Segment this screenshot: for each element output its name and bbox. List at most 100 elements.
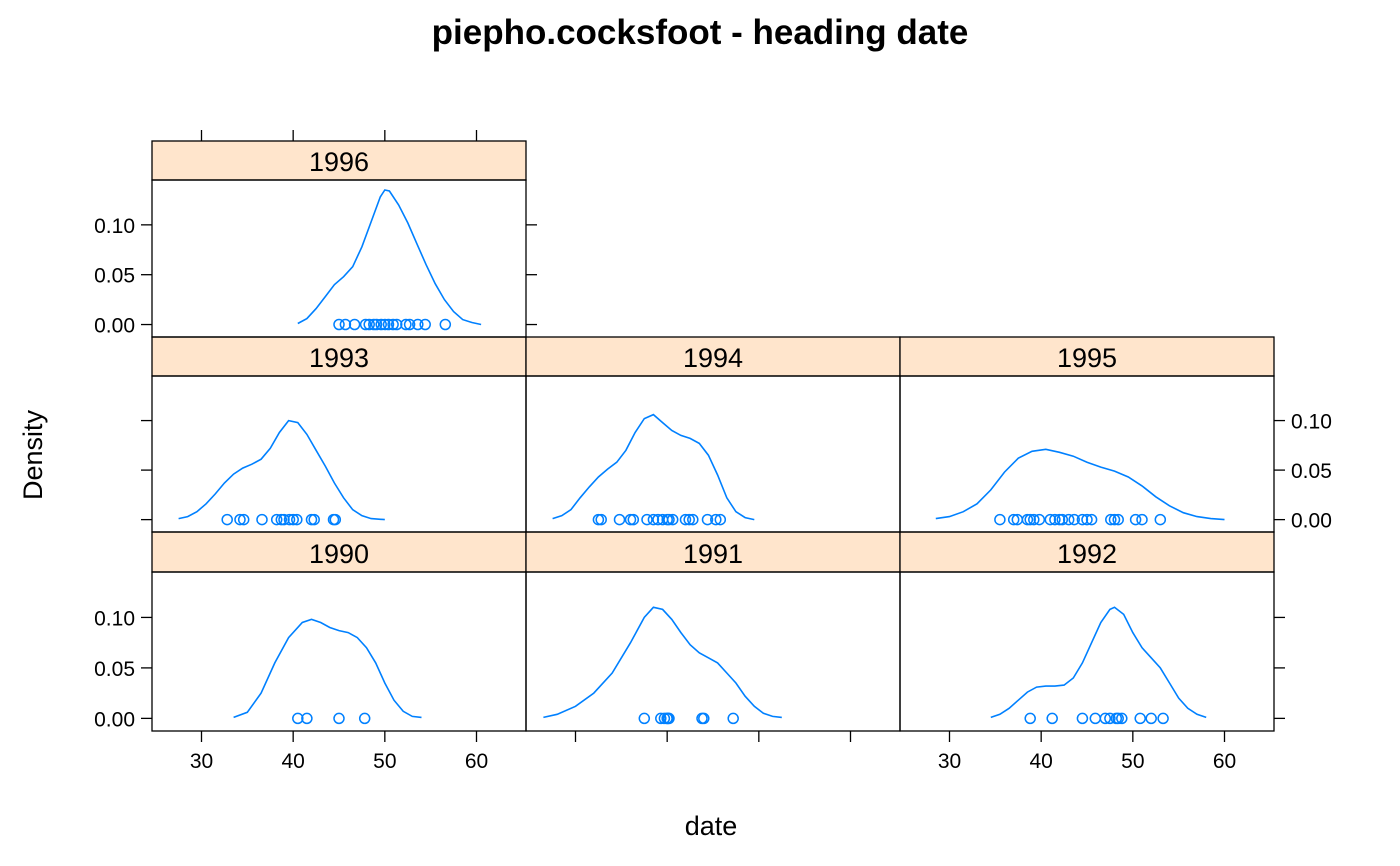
chart-title: piepho.cocksfoot - heading date: [432, 13, 969, 52]
strip-label-1991: 1991: [683, 539, 743, 569]
y-tick-label-r2-0: 0.00: [94, 315, 135, 338]
data-point-1993-8: [287, 513, 299, 526]
panel-1996: 1996: [151, 140, 527, 338]
x-tick-label-c2-40: 40: [1029, 750, 1052, 773]
x-tick-label-c0-40: 40: [281, 750, 304, 773]
y-tick-label-r1-0.1: 0.10: [1291, 411, 1332, 434]
density-curve-1995: [935, 448, 1225, 521]
data-point-1992-5: [1104, 712, 1116, 725]
y-tick-label-r0-0.05: 0.05: [94, 658, 135, 681]
data-point-1992-9: [1134, 712, 1146, 725]
strip-label-1995: 1995: [1057, 343, 1117, 373]
data-point-1995-11: [1062, 513, 1075, 526]
data-point-1993-2: [237, 513, 250, 526]
strip-1996: [151, 140, 527, 181]
data-point-1995-8: [1049, 513, 1061, 526]
data-point-1995-0: [994, 513, 1006, 526]
data-point-1995-15: [1085, 513, 1098, 526]
plot-area-1994: [525, 375, 901, 533]
axes: 30 40 50 60 30 40 50 60 0.00 0.05 0.10 0.00 0.05 0.10…: [94, 130, 1332, 773]
data-point-1992-10: [1145, 712, 1157, 725]
data-point-1991-9: [727, 712, 739, 725]
data-point-1993-13: [329, 513, 342, 526]
density-curve-1990: [233, 618, 422, 719]
data-point-1995-20: [1136, 513, 1148, 526]
data-point-1996-1: [339, 318, 352, 331]
density-curve-1996: [297, 189, 482, 326]
data-point-1996-2: [348, 318, 361, 331]
data-point-1993-3: [256, 513, 268, 526]
data-point-1994-16: [710, 513, 722, 526]
data-point-1994-10: [663, 513, 675, 526]
data-point-1996-15: [419, 318, 431, 331]
x-tick-label-c2-60: 60: [1213, 750, 1236, 773]
data-point-1993-6: [278, 513, 290, 526]
data-point-1996-0: [333, 318, 345, 331]
data-point-1993-7: [283, 513, 296, 526]
y-axis-label: Density: [18, 409, 48, 500]
data-point-1993-4: [270, 513, 283, 526]
data-point-1992-7: [1112, 712, 1124, 725]
data-point-1993-11: [308, 513, 320, 526]
data-point-1995-1: [1007, 513, 1020, 526]
plot-area-1990: [151, 571, 527, 732]
data-point-1995-10: [1056, 513, 1069, 526]
panels: 1990 1991 1992 1993 1994 1995 1996 30 40 50 60 30 40…: [94, 130, 1332, 773]
strip-label-1990: 1990: [309, 539, 369, 569]
data-point-1996-10: [387, 318, 399, 331]
data-point-1992-0: [1024, 712, 1036, 725]
data-point-1995-21: [1154, 513, 1167, 526]
data-point-1996-6: [370, 318, 383, 331]
data-point-1990-2: [333, 712, 345, 725]
panel-1990: 1990: [151, 531, 527, 732]
data-point-1995-5: [1028, 513, 1040, 526]
strip-label-1993: 1993: [309, 343, 369, 373]
data-point-1995-12: [1068, 513, 1080, 526]
strip-label-1996: 1996: [309, 147, 369, 177]
plot-area-1991: [525, 571, 901, 732]
data-point-1996-11: [390, 318, 403, 331]
panel-1994: 1994: [525, 336, 901, 533]
data-point-1996-4: [363, 318, 375, 331]
data-point-1991-0: [638, 712, 651, 725]
density-curve-1992: [990, 606, 1207, 719]
data-point-1994-12: [679, 513, 692, 526]
data-point-1996-3: [359, 318, 372, 331]
data-point-1994-14: [687, 513, 699, 526]
data-point-1994-4: [627, 513, 640, 526]
data-point-1992-4: [1099, 712, 1112, 725]
strip-label-1994: 1994: [683, 343, 743, 373]
data-point-1990-1: [301, 712, 313, 725]
data-point-1990-3: [358, 712, 371, 725]
data-point-1993-1: [234, 513, 246, 526]
y-tick-label-r2-0.1: 0.10: [94, 215, 135, 238]
data-point-1995-16: [1105, 513, 1117, 526]
y-tick-label-r0-0: 0.00: [94, 708, 135, 731]
x-tick-label-c2-50: 50: [1121, 750, 1144, 773]
data-point-1994-5: [641, 513, 653, 526]
x-axis-label: date: [685, 811, 738, 841]
x-tick-label-c0-30: 30: [190, 750, 213, 773]
density-curve-1991: [543, 606, 782, 719]
data-point-1996-7: [375, 318, 387, 331]
density-curve-1994: [552, 413, 755, 521]
data-point-1995-6: [1033, 513, 1046, 526]
data-point-1994-13: [683, 513, 695, 526]
data-point-1996-13: [403, 318, 416, 331]
data-point-1992-8: [1116, 712, 1128, 725]
data-point-1995-18: [1112, 513, 1124, 526]
data-point-1996-9: [382, 318, 395, 331]
panel-1993: 1993: [151, 336, 527, 533]
data-point-1996-14: [412, 318, 424, 331]
data-point-1992-2: [1076, 712, 1089, 725]
data-point-1991-6: [663, 712, 675, 725]
data-point-1993-0: [221, 513, 233, 526]
plot-area-1992: [899, 571, 1275, 732]
y-tick-label-r2-0.05: 0.05: [94, 265, 135, 288]
data-point-1996-12: [400, 318, 412, 331]
data-point-1994-17: [714, 513, 727, 526]
data-point-1992-3: [1089, 712, 1102, 725]
strip-1994: [525, 336, 901, 377]
